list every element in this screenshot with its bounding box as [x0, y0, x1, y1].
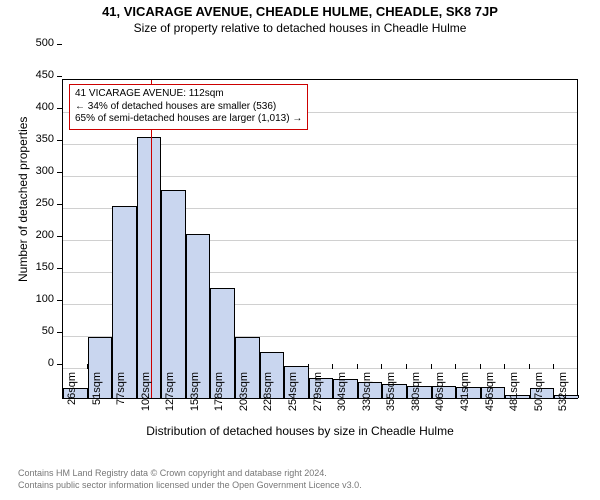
xtick-label: 254sqm: [287, 372, 299, 411]
xtick-mark: [504, 364, 505, 369]
xtick-mark: [234, 364, 235, 369]
histogram-bar: [137, 137, 162, 398]
ytick-mark: [57, 204, 62, 205]
xtick-label: 456sqm: [484, 372, 496, 411]
xtick-label: 481sqm: [508, 372, 520, 411]
xtick-mark: [283, 364, 284, 369]
property-annotation: 41 VICARAGE AVENUE: 112sqm← 34% of detac…: [69, 84, 308, 130]
xtick-label: 26sqm: [66, 372, 78, 405]
ytick-label: 300: [24, 165, 54, 177]
ytick-label: 250: [24, 197, 54, 209]
xtick-label: 102sqm: [140, 372, 152, 411]
histogram-bar: [112, 206, 137, 398]
ytick-label: 100: [24, 293, 54, 305]
xtick-label: 228sqm: [263, 372, 275, 411]
ytick-mark: [57, 332, 62, 333]
ytick-label: 200: [24, 229, 54, 241]
ytick-label: 400: [24, 101, 54, 113]
ytick-label: 0: [24, 357, 54, 369]
xtick-mark: [480, 364, 481, 369]
ytick-mark: [57, 172, 62, 173]
xtick-label: 203sqm: [238, 372, 250, 411]
ytick-label: 450: [24, 69, 54, 81]
ytick-label: 50: [24, 325, 54, 337]
xtick-label: 51sqm: [91, 372, 103, 405]
x-axis-label: Distribution of detached houses by size …: [0, 424, 600, 438]
xtick-label: 330sqm: [361, 372, 373, 411]
xtick-mark: [259, 364, 260, 369]
xtick-mark: [209, 364, 210, 369]
xtick-mark: [87, 364, 88, 369]
xtick-label: 406sqm: [435, 372, 447, 411]
xtick-mark: [357, 364, 358, 369]
xtick-mark: [62, 364, 63, 369]
xtick-mark: [160, 364, 161, 369]
ytick-mark: [57, 268, 62, 269]
ytick-mark: [57, 76, 62, 77]
ytick-mark: [57, 300, 62, 301]
ytick-mark: [57, 44, 62, 45]
annotation-line: 65% of semi-detached houses are larger (…: [75, 113, 302, 126]
xtick-label: 532sqm: [557, 372, 569, 411]
annotation-line: 41 VICARAGE AVENUE: 112sqm: [75, 88, 302, 101]
xtick-label: 279sqm: [312, 372, 324, 411]
xtick-label: 178sqm: [213, 372, 225, 411]
xtick-mark: [529, 364, 530, 369]
xtick-mark: [136, 364, 137, 369]
xtick-label: 153sqm: [189, 372, 201, 411]
xtick-mark: [308, 364, 309, 369]
ytick-label: 350: [24, 133, 54, 145]
xtick-label: 431sqm: [459, 372, 471, 411]
xtick-label: 507sqm: [533, 372, 545, 411]
xtick-label: 380sqm: [410, 372, 422, 411]
plot-frame: 41 VICARAGE AVENUE: 112sqm← 34% of detac…: [62, 79, 578, 399]
xtick-mark: [431, 364, 432, 369]
footer-attribution: Contains HM Land Registry data © Crown c…: [0, 468, 600, 491]
xtick-label: 304sqm: [336, 372, 348, 411]
chart-title: 41, VICARAGE AVENUE, CHEADLE HULME, CHEA…: [0, 0, 600, 19]
xtick-label: 355sqm: [385, 372, 397, 411]
xtick-mark: [406, 364, 407, 369]
ytick-label: 500: [24, 37, 54, 49]
xtick-mark: [455, 364, 456, 369]
xtick-mark: [381, 364, 382, 369]
xtick-mark: [185, 364, 186, 369]
xtick-mark: [111, 364, 112, 369]
xtick-label: 77sqm: [115, 372, 127, 405]
ytick-mark: [57, 140, 62, 141]
xtick-label: 127sqm: [164, 372, 176, 411]
ytick-label: 150: [24, 261, 54, 273]
footer-line-1: Contains HM Land Registry data © Crown c…: [18, 468, 600, 480]
chart-subtitle: Size of property relative to detached ho…: [0, 19, 600, 35]
ytick-mark: [57, 108, 62, 109]
annotation-line: ← 34% of detached houses are smaller (53…: [75, 101, 302, 114]
xtick-mark: [553, 364, 554, 369]
footer-line-2: Contains public sector information licen…: [18, 480, 600, 492]
histogram-bar: [161, 190, 186, 398]
ytick-mark: [57, 236, 62, 237]
xtick-mark: [332, 364, 333, 369]
